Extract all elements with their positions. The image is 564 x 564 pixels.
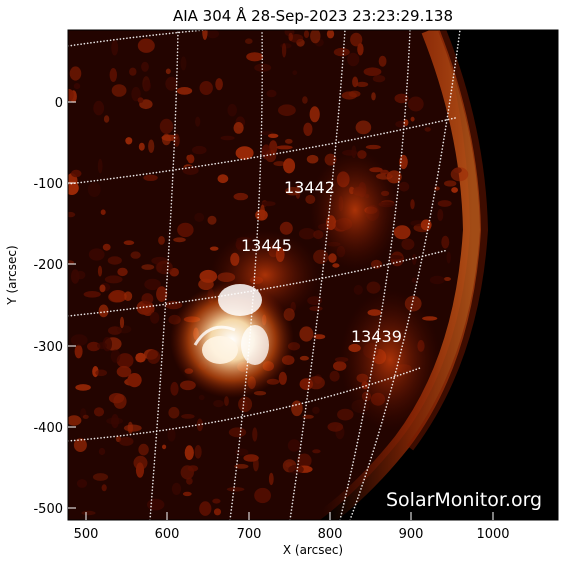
solar-limb: [316, 30, 482, 520]
solar-disk-image: 13442 13445 13439 SolarMonitor.org: [68, 30, 558, 520]
image-title: AIA 304 Å 28-Sep-2023 23:23:29.138: [173, 6, 453, 25]
region-glow-13439: [340, 290, 440, 430]
region-glow-13442: [310, 150, 400, 270]
x-tick-label: 600: [155, 527, 180, 542]
x-tick-label: 900: [399, 527, 424, 542]
y-tick-label: -500: [33, 502, 63, 517]
x-tick-label: 500: [74, 527, 99, 542]
y-axis: 0 -100 -200 -300 -400 -500 Y (arcsec): [5, 96, 76, 517]
watermark: SolarMonitor.org: [386, 489, 542, 511]
y-tick-label: -200: [33, 258, 63, 273]
x-axis: 500 600 700 800 900 1000 X (arcsec): [74, 512, 510, 557]
y-tick-label: -100: [33, 177, 63, 192]
y-axis-label: Y (arcsec): [5, 245, 19, 305]
x-tick-label: 800: [318, 527, 343, 542]
heliographic-grid: [68, 30, 461, 520]
y-tick-label: -400: [33, 421, 63, 436]
active-region-label-13442: 13442: [284, 178, 335, 197]
x-tick-label: 700: [237, 527, 262, 542]
x-axis-label: X (arcsec): [283, 543, 343, 557]
plot-frame: [67, 29, 559, 521]
y-tick-label: -300: [33, 340, 63, 355]
x-tick-label: 1000: [476, 527, 509, 542]
active-region-label-13439: 13439: [351, 327, 402, 346]
y-tick-label: 0: [55, 96, 63, 111]
active-region-label-13445: 13445: [241, 236, 292, 255]
